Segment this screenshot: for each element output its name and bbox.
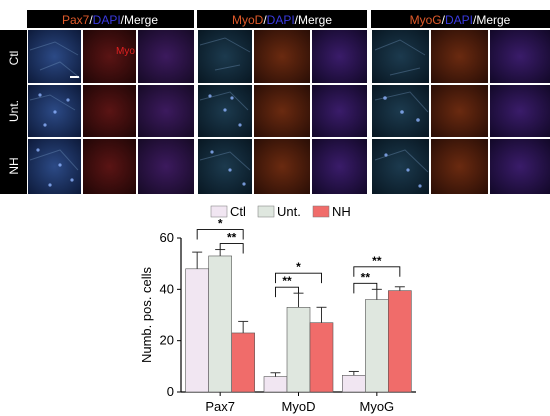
myog-merge-unt (490, 85, 550, 137)
pax7-marker-unt (83, 85, 136, 137)
significance-bracket (275, 272, 322, 284)
header-pax7: Pax7/DAPI/Merge (62, 13, 158, 27)
myog-merge-nh (490, 139, 550, 194)
pax7-merge-unt (138, 85, 194, 137)
significance-label: * (218, 217, 223, 231)
significance-label: ** (361, 270, 371, 284)
nuclei (36, 93, 422, 188)
pax7-marker-ctl (83, 30, 136, 83)
y-tick-label: 60 (160, 230, 174, 245)
bar (342, 375, 366, 393)
legend-label: Ctl (230, 204, 246, 219)
significance-brackets: ********** (196, 217, 401, 298)
myod-merge-unt (312, 85, 367, 137)
myog-marker-nh (431, 139, 488, 194)
row-label-unt: Unt. (7, 100, 21, 122)
myog-panels (372, 30, 550, 194)
significance-bracket (353, 266, 401, 277)
y-tick-label: 0 (167, 384, 174, 399)
y-tick-label: 20 (160, 333, 174, 348)
y-tick-label: 40 (160, 281, 174, 296)
legend: Ctl Unt. NH (210, 204, 351, 219)
bar (263, 376, 288, 393)
scale-bar (70, 76, 79, 78)
bar (286, 307, 311, 393)
bar (388, 290, 412, 393)
myod-dapi-ctl (198, 30, 252, 83)
bar (208, 255, 232, 393)
myod-marker-nh (254, 139, 310, 194)
fiber-outlines (29, 37, 429, 173)
significance-bracket (353, 282, 378, 294)
bar (231, 332, 255, 393)
header-bar-myod (197, 10, 367, 28)
pax7-panels: Myo (28, 30, 194, 194)
header-myog: MyoG/DAPI/Merge (410, 13, 511, 27)
legend-swatch (210, 205, 228, 218)
bar (185, 268, 209, 393)
bars (185, 249, 412, 393)
x-tick-label: MyoD (282, 399, 316, 414)
row-label-nh: NH (7, 157, 21, 174)
bar (309, 322, 334, 393)
bar (365, 299, 389, 393)
pax7-merge-nh (138, 139, 194, 194)
significance-bracket (275, 286, 299, 298)
header-bar-myog (371, 10, 550, 28)
myod-merge-ctl (312, 30, 367, 83)
pax7-dapi-nh (28, 139, 81, 194)
legend-swatch (312, 205, 330, 218)
myod-marker-ctl (254, 30, 310, 83)
significance-bracket (196, 229, 244, 240)
microscopy-figure: Pax7/DAPI/Merge MyoD/DAPI/Merge MyoG/DAP… (0, 0, 550, 194)
legend-swatch (257, 205, 275, 218)
x-tick-label: Pax7 (205, 399, 235, 414)
pax7-dapi-ctl (28, 30, 81, 83)
myog-marker-unt (431, 85, 488, 137)
myod-marker-unt (254, 85, 310, 137)
myod-merge-nh (312, 139, 367, 194)
inset-label: Myo (116, 46, 135, 57)
significance-label: ** (282, 274, 292, 288)
myog-dapi-ctl (372, 30, 429, 83)
myod-panels (198, 30, 367, 194)
y-axis-label: Numb. pos. cells (139, 266, 154, 363)
legend-label: Unt. (277, 204, 301, 219)
significance-label: ** (227, 231, 237, 245)
row-label-column (0, 30, 27, 194)
bar-chart: Ctl Unt. NH 0 20 40 60 Numb. pos. cells Pax7 Myo… (139, 204, 416, 414)
header-myod: MyoD/DAPI/Merge (232, 13, 332, 27)
significance-label: * (296, 260, 301, 274)
legend-label: NH (332, 204, 351, 219)
significance-label: ** (372, 254, 382, 268)
significance-bracket (219, 243, 244, 254)
myog-marker-ctl (431, 30, 488, 83)
myog-merge-ctl (490, 30, 550, 83)
row-label-ctl: Ctl (7, 51, 21, 66)
header-bar-pax7 (27, 10, 194, 28)
pax7-merge-ctl (138, 30, 194, 83)
pax7-marker-nh (83, 139, 136, 194)
myod-dapi-nh (198, 139, 252, 194)
myog-dapi-unt (372, 85, 429, 137)
axes: 0 20 40 60 Numb. pos. cells Pax7 MyoD MyoG (139, 230, 416, 414)
x-tick-label: MyoG (359, 399, 394, 414)
